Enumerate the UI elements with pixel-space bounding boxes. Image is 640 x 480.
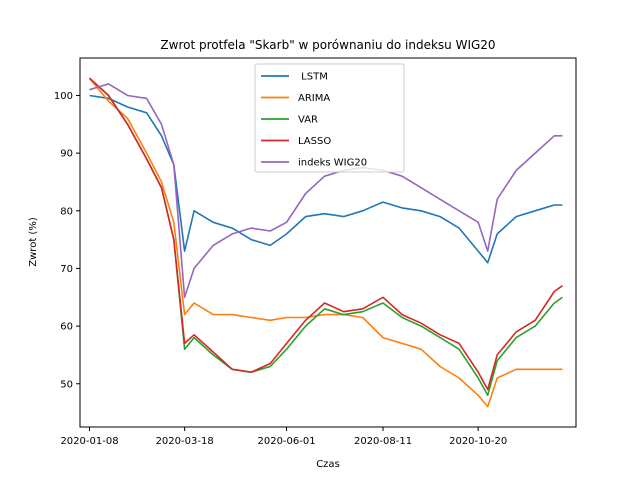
y-tick-label: 50 <box>60 379 73 390</box>
y-axis-title: Zwrot (%) <box>28 217 39 267</box>
series-line-4 <box>88 77 563 391</box>
x-tick-label: 2020-10-20 <box>449 436 507 447</box>
x-tick-label: 2020-03-18 <box>156 436 214 447</box>
x-tick-label: 2020-06-01 <box>257 436 315 447</box>
legend-label: LSTM <box>298 72 328 83</box>
series-line-2 <box>88 77 563 408</box>
series-line-1 <box>89 94 563 264</box>
y-tick-label: 100 <box>54 91 73 102</box>
legend-label: LASSO <box>298 136 331 147</box>
y-axis: 50 60 70 80 90 100 <box>54 91 80 390</box>
y-tick-label: 70 <box>60 264 73 275</box>
legend: LSTM ARIMA VAR LASSO indeks WIG20 <box>254 63 405 173</box>
legend-label: ARIMA <box>298 93 330 104</box>
series-layer <box>88 77 563 408</box>
plot-area <box>79 57 577 428</box>
legend-label: indeks WIG20 <box>298 158 367 169</box>
x-tick-label: 2020-08-11 <box>354 436 412 447</box>
x-axis: 2020-01-08 2020-03-18 2020-06-01 2020-08-11… <box>60 427 507 447</box>
y-tick-label: 80 <box>60 206 73 217</box>
axes-frame <box>79 57 577 428</box>
y-tick-label: 90 <box>60 149 73 160</box>
x-tick-label: 2020-01-08 <box>60 436 118 447</box>
x-axis-title: Czas <box>316 459 340 470</box>
legend-label: VAR <box>298 115 318 126</box>
legend-box <box>254 63 405 173</box>
chart-title: Zwrot protfela "Skarb" w porównaniu do i… <box>160 38 495 52</box>
series-line-5 <box>89 83 563 299</box>
y-tick-label: 60 <box>60 322 73 333</box>
